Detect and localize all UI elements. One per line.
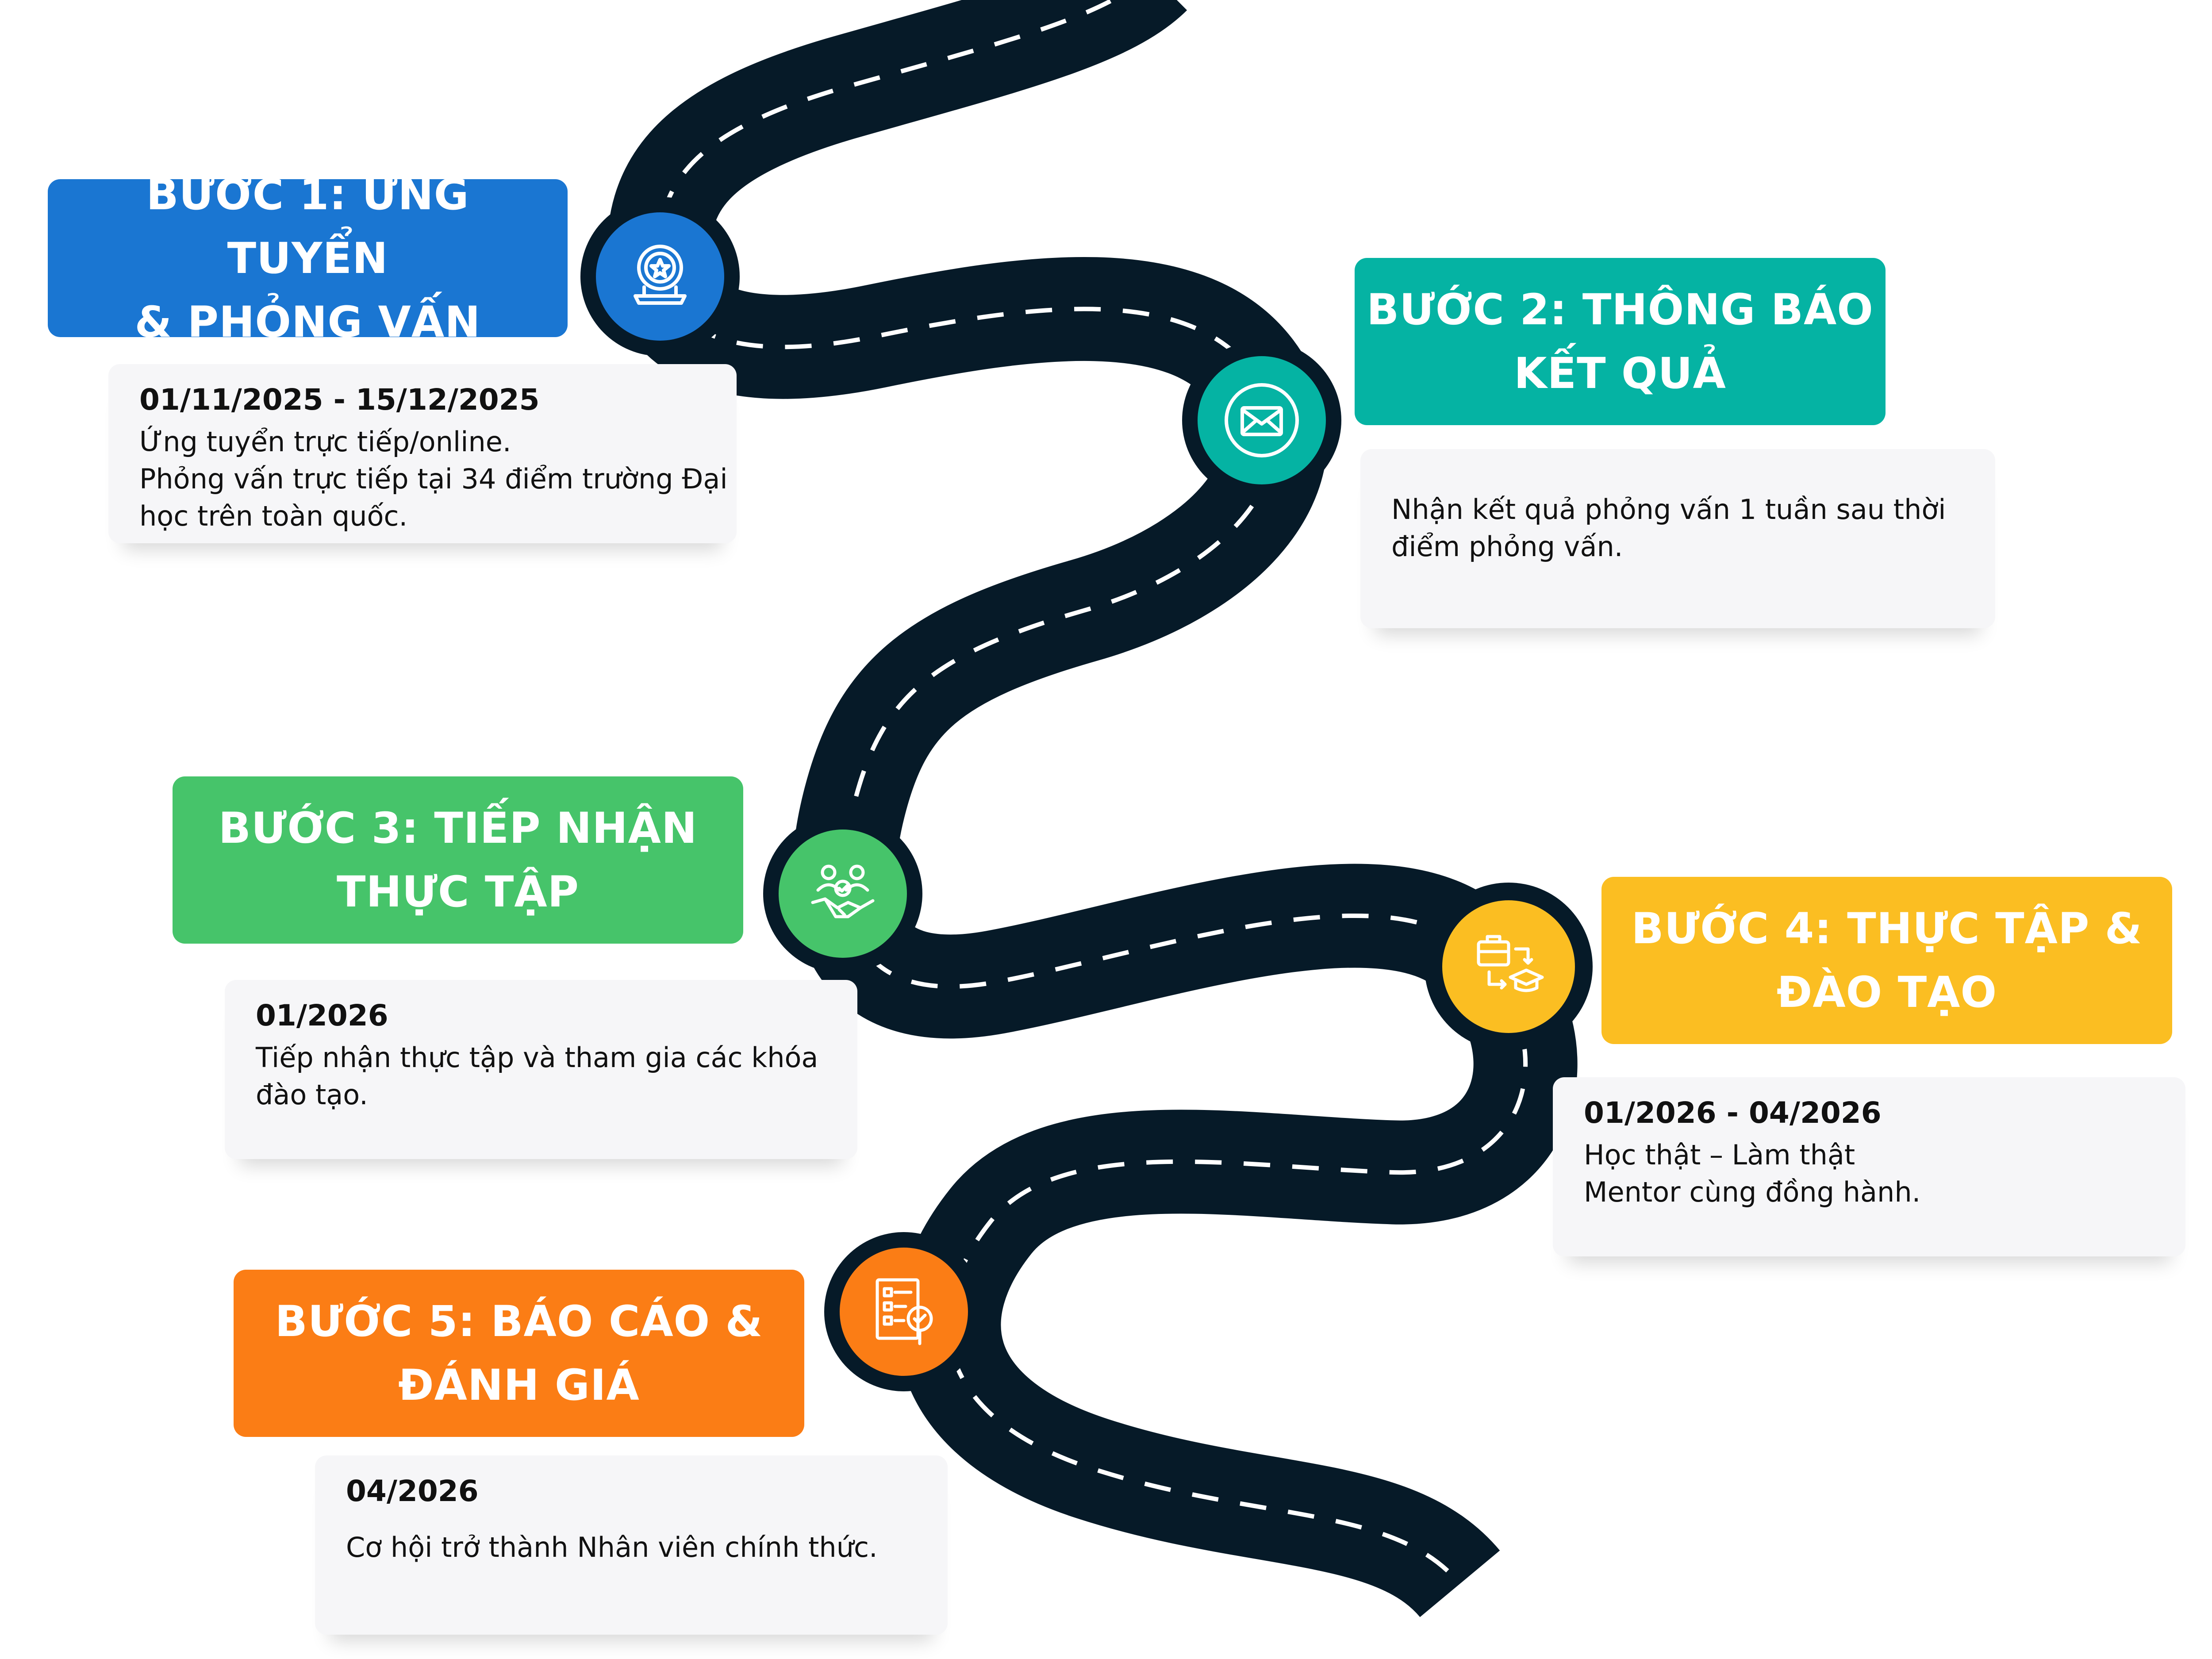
- step-3-title-line-1: BƯỚC 3: TIẾP NHẬN: [218, 803, 698, 853]
- step-2-title: BƯỚC 2: THÔNG BÁO KẾT QUẢ: [1355, 258, 1886, 425]
- team-handshake-icon: [811, 864, 875, 918]
- step-1-badge: [580, 197, 740, 356]
- step-5-title-line-2: ĐÁNH GIÁ: [398, 1360, 640, 1410]
- step-2-text-line-2: điểm phỏng vấn.: [1391, 530, 1623, 563]
- step-4-title: BƯỚC 4: THỰC TẬP & ĐÀO TẠO: [1601, 877, 2172, 1044]
- award-medal-icon: [634, 245, 687, 305]
- step-1-title: BƯỚC 1: ỨNG TUYỂN & PHỎNG VẤN: [48, 170, 568, 347]
- step-1-title-line-1: BƯỚC 1: ỨNG TUYỂN: [146, 169, 469, 283]
- step-3-text-line-2: đào tạo.: [256, 1079, 368, 1111]
- step-4-badge: [1425, 883, 1593, 1051]
- step-5-title: BƯỚC 5: BÁO CÁO & ĐÁNH GIÁ: [234, 1270, 804, 1437]
- report-checklist-icon: [876, 1278, 933, 1345]
- step-4-title-line-1: BƯỚC 4: THỰC TẬP &: [1631, 904, 2143, 953]
- envelope-icon: [1225, 383, 1299, 457]
- step-5-badge: [824, 1232, 983, 1391]
- step-3-badge: [763, 814, 922, 973]
- step-1-date: 01/11/2025 - 15/12/2025: [139, 383, 540, 417]
- step-1-card: 01/11/2025 - 15/12/2025 Ứng tuyển trực t…: [108, 364, 737, 543]
- step-2-title-line-2: KẾT QUẢ: [1514, 349, 1726, 398]
- step-3-text-line-1: Tiếp nhận thực tập và tham gia các khóa: [256, 1041, 818, 1074]
- step-1-text-line-1: Ứng tuyển trực tiếp/online.: [139, 426, 511, 458]
- step-3-date: 01/2026: [256, 998, 388, 1033]
- step-4-title-line-2: ĐÀO TẠO: [1776, 968, 1997, 1017]
- step-4-text-line-2: Mentor cùng đồng hành.: [1584, 1176, 1921, 1208]
- step-4-card: 01/2026 - 04/2026 Học thật – Làm thật Me…: [1553, 1077, 2185, 1256]
- step-2-title-line-1: BƯỚC 2: THÔNG BÁO: [1367, 285, 1874, 334]
- step-3-title: BƯỚC 3: TIẾP NHẬN THỰC TẬP: [173, 776, 743, 944]
- step-3-title-line-2: THỰC TẬP: [336, 867, 580, 917]
- step-5-text-line-1: Cơ hội trở thành Nhân viên chính thức.: [346, 1531, 878, 1563]
- step-5-date: 04/2026: [346, 1474, 479, 1508]
- step-1-text-line-2: Phỏng vấn trực tiếp tại 34 điểm trường Đ…: [139, 463, 728, 495]
- step-3-card: 01/2026 Tiếp nhận thực tập và tham gia c…: [225, 980, 857, 1159]
- briefcase-graduation-icon: [1477, 935, 1544, 992]
- step-4-date: 01/2026 - 04/2026: [1584, 1096, 1882, 1130]
- step-1-text-line-3: học trên toàn quốc.: [139, 500, 408, 532]
- step-2-badge: [1182, 341, 1341, 500]
- step-4-text-line-1: Học thật – Làm thật: [1584, 1139, 1855, 1171]
- step-2-card: Nhận kết quả phỏng vấn 1 tuần sau thời đ…: [1360, 449, 1995, 628]
- step-1-title-line-2: & PHỎNG VẤN: [134, 297, 481, 347]
- step-5-card: 04/2026 Cơ hội trở thành Nhân viên chính…: [315, 1455, 948, 1635]
- step-2-text-line-1: Nhận kết quả phỏng vấn 1 tuần sau thời: [1391, 493, 1946, 526]
- step-5-title-line-1: BƯỚC 5: BÁO CÁO &: [275, 1297, 763, 1346]
